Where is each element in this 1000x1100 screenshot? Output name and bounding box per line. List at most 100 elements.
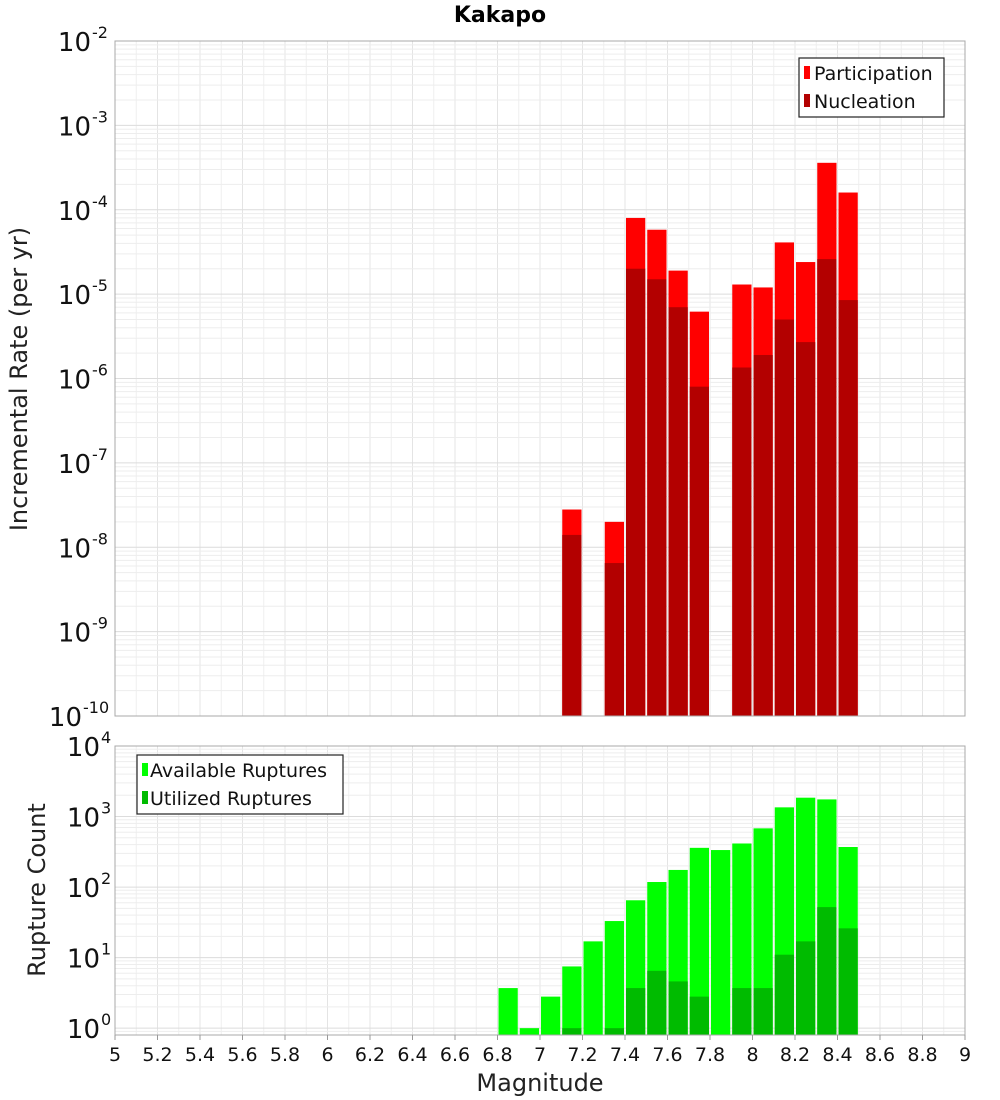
x-tick-5: 5 — [109, 1044, 121, 1066]
y-tick-base: 10 — [67, 733, 100, 763]
x-tick-labels: 5 5.2 5.4 5.6 5.8 6 6.2 6.4 6.6 6.8 7 7.2 7.4 7.6 7.8 8… — [109, 1035, 971, 1066]
x-tick-6-4: 6.4 — [397, 1044, 427, 1066]
bar-nucleation-7.75 — [689, 386, 709, 716]
y-tick-exponent: 2 — [101, 869, 111, 888]
x-tick-9: 9 — [959, 1044, 971, 1066]
x-tick-8-6: 8.6 — [865, 1044, 895, 1066]
bar-nucleation-8.25 — [796, 342, 816, 716]
bar-available-ruptures-7.15 — [562, 966, 582, 1035]
x-tick-7-8: 7.8 — [695, 1044, 725, 1066]
rate-plot-frame — [114, 40, 966, 717]
count-legend: Available Ruptures Utilized Ruptures — [136, 754, 344, 815]
bar-utilized-ruptures-7.95 — [732, 988, 752, 1035]
x-axis-label: Magnitude — [476, 1069, 603, 1097]
y-tick-exponent: 0 — [101, 1010, 111, 1029]
y-tick-base: 10 — [58, 197, 91, 227]
legend-swatch-nucleation — [804, 94, 810, 107]
y-tick-exponent: -3 — [92, 107, 108, 126]
rate-legend: Participation Nucleation — [798, 57, 945, 118]
bar-utilized-ruptures-8.25 — [796, 941, 816, 1035]
bar-available-ruptures-8.05 — [753, 828, 773, 1035]
legend-label-available-ruptures: Available Ruptures — [150, 760, 327, 782]
x-tick-6: 6 — [321, 1044, 333, 1066]
y-tick-rate-5: 10 -5 — [58, 276, 108, 311]
rate-plot-grid — [114, 41, 966, 717]
y-tick-exponent: 1 — [101, 940, 111, 959]
legend-swatch-utilized-ruptures — [142, 791, 148, 804]
y-tick-exponent: -9 — [92, 614, 108, 633]
bar-utilized-ruptures-7.15 — [562, 1028, 582, 1035]
x-tick-8-2: 8.2 — [780, 1044, 810, 1066]
bar-utilized-ruptures-8.45 — [838, 928, 858, 1035]
x-tick-8-4: 8.4 — [822, 1044, 852, 1066]
y-tick-count-3: 10 3 — [67, 799, 111, 834]
count-y-axis-label: Rupture Count — [23, 803, 51, 977]
y-tick-rate-3: 10 -3 — [58, 107, 108, 142]
x-tick-6-2: 6.2 — [355, 1044, 385, 1066]
x-tick-7: 7 — [534, 1044, 546, 1066]
y-tick-exponent: -7 — [92, 445, 108, 464]
y-tick-base: 10 — [67, 874, 100, 904]
y-tick-count-0: 10 0 — [67, 1010, 111, 1045]
bar-nucleation-8.05 — [753, 354, 773, 716]
y-tick-base: 10 — [49, 703, 82, 733]
y-tick-rate-4: 10 -4 — [58, 192, 108, 227]
count-legend-box — [136, 754, 344, 815]
y-tick-count-2: 10 2 — [67, 869, 111, 904]
x-tick-5-8: 5.8 — [270, 1044, 300, 1066]
bar-nucleation-7.15 — [562, 534, 582, 716]
bar-available-ruptures-7.35 — [604, 921, 624, 1035]
y-tick-rate-2: 10 -2 — [58, 23, 108, 58]
y-tick-exponent: -10 — [83, 698, 109, 717]
y-tick-base: 10 — [67, 945, 100, 975]
y-tick-base: 10 — [58, 534, 91, 564]
y-tick-exponent: -5 — [92, 276, 108, 295]
bar-utilized-ruptures-8.15 — [774, 954, 794, 1035]
y-tick-count-4: 10 4 — [67, 728, 111, 763]
bar-nucleation-8.35 — [817, 259, 837, 716]
x-tick-6-6: 6.6 — [440, 1044, 470, 1066]
y-tick-rate-9: 10 -9 — [58, 614, 108, 649]
y-tick-rate-8: 10 -8 — [58, 529, 108, 564]
chart-title: Kakapo — [454, 3, 546, 28]
bar-utilized-ruptures-7.55 — [647, 970, 667, 1035]
bar-nucleation-7.95 — [732, 367, 752, 716]
legend-swatch-available-ruptures — [142, 763, 148, 776]
y-tick-base: 10 — [58, 366, 91, 396]
y-tick-exponent: -2 — [92, 23, 108, 42]
bar-available-ruptures-7.05 — [541, 996, 561, 1035]
y-tick-exponent: -8 — [92, 529, 108, 548]
bar-utilized-ruptures-7.45 — [626, 988, 646, 1035]
bar-nucleation-7.45 — [626, 268, 646, 716]
y-tick-rate-10: 10 -10 — [49, 698, 109, 733]
y-tick-count-1: 10 1 — [67, 940, 111, 975]
x-tick-5-4: 5.4 — [185, 1044, 215, 1066]
y-tick-base: 10 — [58, 281, 91, 311]
bar-utilized-ruptures-8.35 — [817, 907, 837, 1035]
y-tick-base: 10 — [67, 1015, 100, 1045]
legend-swatch-participation — [804, 66, 810, 79]
bar-available-ruptures-7.85 — [711, 850, 731, 1035]
y-tick-exponent: 4 — [101, 728, 111, 747]
bar-nucleation-8.15 — [774, 319, 794, 716]
rate-plot-bars — [562, 162, 858, 717]
y-tick-base: 10 — [58, 450, 91, 480]
y-tick-exponent: -4 — [92, 192, 108, 211]
x-tick-7-2: 7.2 — [567, 1044, 597, 1066]
x-tick-7-6: 7.6 — [652, 1044, 682, 1066]
rate-legend-box — [798, 57, 945, 118]
y-tick-base: 10 — [58, 112, 91, 142]
y-tick-exponent: -6 — [92, 361, 108, 380]
y-tick-exponent: 3 — [101, 799, 111, 818]
legend-label-nucleation: Nucleation — [814, 91, 916, 113]
bar-utilized-ruptures-8.05 — [753, 988, 773, 1035]
count-plot-bars — [498, 797, 858, 1035]
bar-nucleation-7.35 — [604, 563, 624, 716]
bar-nucleation-7.55 — [647, 279, 667, 716]
y-tick-rate-7: 10 -7 — [58, 445, 108, 480]
x-tick-8-8: 8.8 — [907, 1044, 937, 1066]
bar-available-ruptures-6.85 — [498, 988, 518, 1035]
bar-utilized-ruptures-7.65 — [668, 981, 688, 1035]
